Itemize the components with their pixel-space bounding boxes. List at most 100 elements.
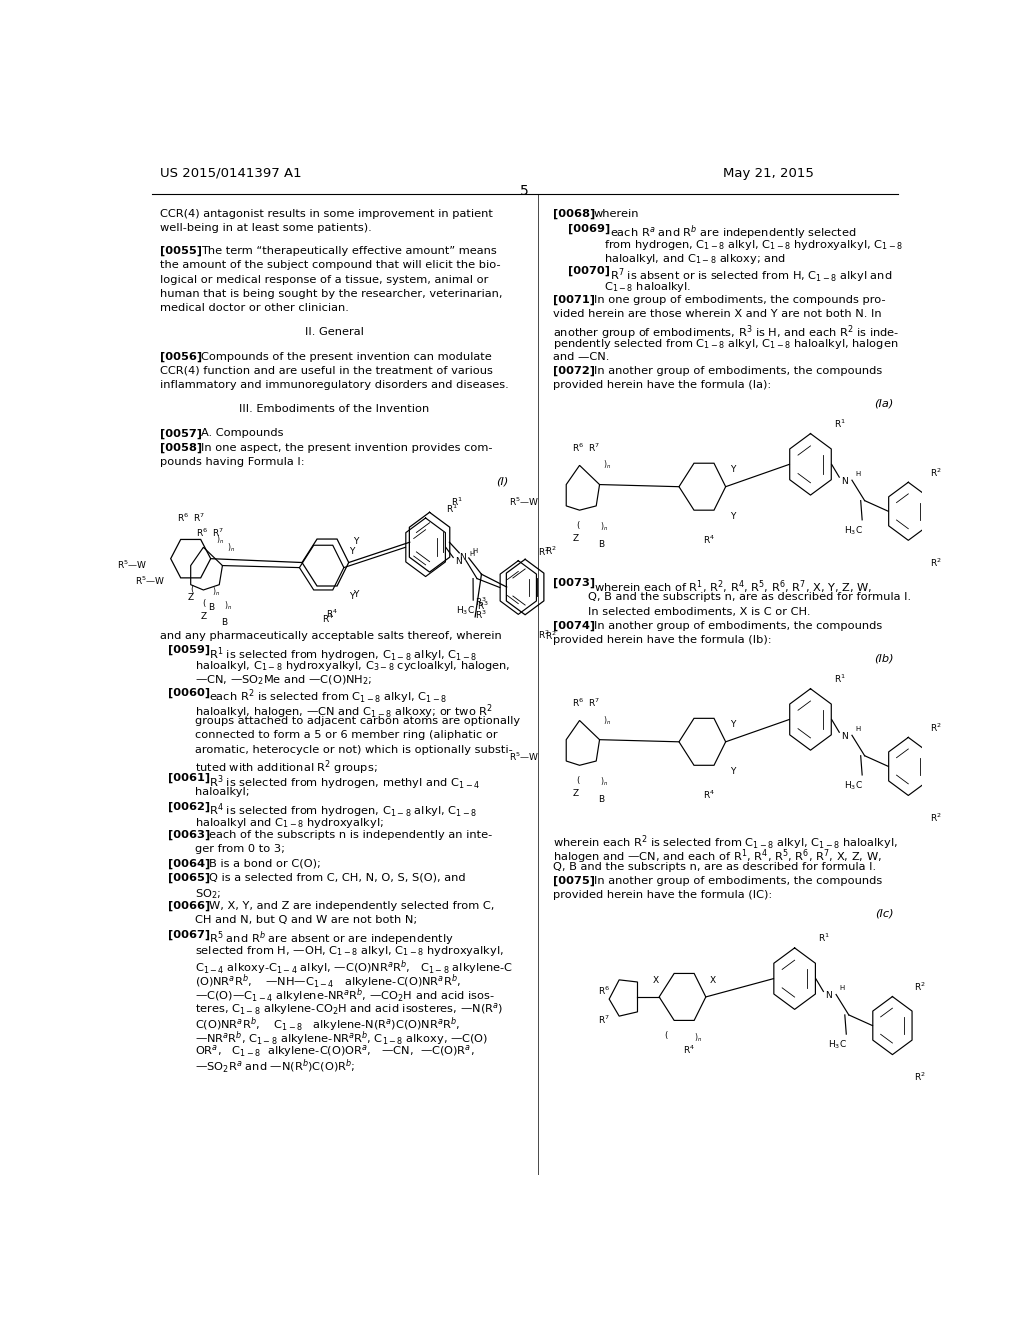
Text: B: B <box>598 795 604 804</box>
Text: B is a bond or C(O);: B is a bond or C(O); <box>209 858 321 869</box>
Text: [0074]: [0074] <box>553 620 595 631</box>
Text: Z: Z <box>572 533 579 543</box>
Text: R$^5$—W: R$^5$—W <box>509 495 540 508</box>
Text: and —CN.: and —CN. <box>553 351 609 362</box>
Text: [0075]: [0075] <box>553 876 595 886</box>
Text: and any pharmaceutically acceptable salts thereof, wherein: and any pharmaceutically acceptable salt… <box>160 631 502 640</box>
Text: Y: Y <box>348 591 354 601</box>
Text: In another group of embodiments, the compounds: In another group of embodiments, the com… <box>594 620 882 631</box>
Text: Compounds of the present invention can modulate: Compounds of the present invention can m… <box>201 351 492 362</box>
Text: R$^6$  R$^7$: R$^6$ R$^7$ <box>572 442 600 454</box>
Text: haloalkyl, and C$_{1-8}$ alkoxy; and: haloalkyl, and C$_{1-8}$ alkoxy; and <box>604 252 786 265</box>
Text: II. General: II. General <box>305 327 364 338</box>
Text: 5: 5 <box>520 183 529 198</box>
Text: R$^5$—W: R$^5$—W <box>509 750 540 763</box>
Text: R$^2$: R$^2$ <box>538 630 550 642</box>
Text: )$_n$: )$_n$ <box>600 521 607 533</box>
Text: Y: Y <box>353 590 358 599</box>
Text: R$^1$ is selected from hydrogen, C$_{1-8}$ alkyl, C$_{1-8}$: R$^1$ is selected from hydrogen, C$_{1-8… <box>209 645 477 664</box>
Text: aromatic, heterocycle or not) which is optionally substi-: aromatic, heterocycle or not) which is o… <box>196 744 513 755</box>
Text: R$^4$: R$^4$ <box>683 1044 695 1056</box>
Text: N: N <box>825 991 831 1001</box>
Text: R$^2$: R$^2$ <box>914 981 926 993</box>
Text: Y: Y <box>730 466 735 474</box>
Text: provided herein have the formula (Ib):: provided herein have the formula (Ib): <box>553 635 771 645</box>
Text: X: X <box>711 975 716 985</box>
Text: C$_{1-4}$ alkoxy-C$_{1-4}$ alkyl, —C(O)NR$^a$R$^b$,   C$_{1-8}$ alkylene-C: C$_{1-4}$ alkoxy-C$_{1-4}$ alkyl, —C(O)N… <box>196 958 514 977</box>
Text: R$^4$: R$^4$ <box>703 533 715 546</box>
Text: pendently selected from C$_{1-8}$ alkyl, C$_{1-8}$ haloalkyl, halogen: pendently selected from C$_{1-8}$ alkyl,… <box>553 338 898 351</box>
Text: In another group of embodiments, the compounds: In another group of embodiments, the com… <box>594 366 882 376</box>
Text: [0070]: [0070] <box>568 267 610 276</box>
Text: C$_{1-8}$ haloalkyl.: C$_{1-8}$ haloalkyl. <box>604 280 691 294</box>
Text: the amount of the subject compound that will elicit the bio-: the amount of the subject compound that … <box>160 260 501 271</box>
Text: provided herein have the formula (Ia):: provided herein have the formula (Ia): <box>553 380 771 389</box>
Text: OR$^a$,   C$_{1-8}$  alkylene-C(O)OR$^a$,   —CN,  —C(O)R$^a$,: OR$^a$, C$_{1-8}$ alkylene-C(O)OR$^a$, —… <box>196 1044 475 1060</box>
Text: halogen and —CN, and each of R$^1$, R$^4$, R$^5$, R$^6$, R$^7$, X, Z, W,: halogen and —CN, and each of R$^1$, R$^4… <box>553 847 882 866</box>
Text: R$^2$: R$^2$ <box>930 466 942 479</box>
Text: (: ( <box>577 776 580 785</box>
Text: R$^5$—W: R$^5$—W <box>117 558 147 572</box>
Text: )$_n$: )$_n$ <box>694 1031 702 1044</box>
Text: pounds having Formula I:: pounds having Formula I: <box>160 457 304 467</box>
Text: medical doctor or other clinician.: medical doctor or other clinician. <box>160 304 348 313</box>
Text: (Ic): (Ic) <box>876 908 894 919</box>
Text: [0062]: [0062] <box>168 801 210 812</box>
Text: provided herein have the formula (IC):: provided herein have the formula (IC): <box>553 890 772 900</box>
Text: Y: Y <box>348 548 354 556</box>
Text: )$_n$: )$_n$ <box>600 776 607 788</box>
Text: R$^6$  R$^7$: R$^6$ R$^7$ <box>176 512 205 524</box>
Text: (: ( <box>190 585 194 594</box>
Text: In selected embodiments, X is C or CH.: In selected embodiments, X is C or CH. <box>588 607 811 616</box>
Text: teres, C$_{1-8}$ alkylene-CO$_2$H and acid isosteres, —N(R$^a$): teres, C$_{1-8}$ alkylene-CO$_2$H and ac… <box>196 1001 504 1016</box>
Text: R$^2$: R$^2$ <box>545 630 557 642</box>
Text: vided herein are those wherein X and Y are not both N. In: vided herein are those wherein X and Y a… <box>553 309 882 319</box>
Text: )$_n$: )$_n$ <box>603 714 611 726</box>
Text: [0067]: [0067] <box>168 929 210 940</box>
Text: [0066]: [0066] <box>168 902 210 911</box>
Text: )$_n$: )$_n$ <box>603 459 611 471</box>
Text: R$^3$: R$^3$ <box>475 595 487 609</box>
Text: [0055]: [0055] <box>160 247 202 256</box>
Text: May 21, 2015: May 21, 2015 <box>723 166 814 180</box>
Text: H$_3$C: H$_3$C <box>844 779 863 792</box>
Text: In another group of embodiments, the compounds: In another group of embodiments, the com… <box>594 876 882 886</box>
Text: —CN, —SO$_2$Me and —C(O)NH$_2$;: —CN, —SO$_2$Me and —C(O)NH$_2$; <box>196 673 373 688</box>
Text: Z: Z <box>572 789 579 797</box>
Text: (: ( <box>202 599 205 609</box>
Text: [0063]: [0063] <box>168 830 210 841</box>
Text: Q, B and the subscripts n, are as described for formula I.: Q, B and the subscripts n, are as descri… <box>588 593 911 602</box>
Text: —SO$_2$R$^a$ and —N(R$^b$)C(O)R$^b$;: —SO$_2$R$^a$ and —N(R$^b$)C(O)R$^b$; <box>196 1057 355 1076</box>
Text: R$^7$: R$^7$ <box>598 1014 610 1027</box>
Text: (Ia): (Ia) <box>874 399 894 408</box>
Text: haloalkyl;: haloalkyl; <box>196 787 250 797</box>
Text: B: B <box>208 603 214 612</box>
Text: )$_n$: )$_n$ <box>212 585 220 598</box>
Text: (O)NR$^a$R$^b$,    —NH—C$_{1-4}$   alkylene-C(O)NR$^a$R$^b$,: (O)NR$^a$R$^b$, —NH—C$_{1-4}$ alkylene-C… <box>196 973 462 991</box>
Text: (I): (I) <box>497 477 509 486</box>
Text: )$_n$: )$_n$ <box>227 541 236 553</box>
Text: )$_n$: )$_n$ <box>224 599 232 611</box>
Text: H$_3$C: H$_3$C <box>456 605 475 616</box>
Text: Q, B and the subscripts n, are as described for formula I.: Q, B and the subscripts n, are as descri… <box>553 862 876 871</box>
Text: US 2015/0141397 A1: US 2015/0141397 A1 <box>160 166 301 180</box>
Text: )$_n$: )$_n$ <box>216 533 224 545</box>
Text: each R$^2$ is selected from C$_{1-8}$ alkyl, C$_{1-8}$: each R$^2$ is selected from C$_{1-8}$ al… <box>209 688 446 706</box>
Text: tuted with additional R$^2$ groups;: tuted with additional R$^2$ groups; <box>196 759 378 777</box>
Text: R$^3$: R$^3$ <box>475 609 487 620</box>
Text: R$^2$: R$^2$ <box>930 556 942 569</box>
Text: [0069]: [0069] <box>568 223 610 234</box>
Text: The term “therapeutically effective amount” means: The term “therapeutically effective amou… <box>201 247 497 256</box>
Text: Y: Y <box>730 767 735 776</box>
Text: CCR(4) function and are useful in the treatment of various: CCR(4) function and are useful in the tr… <box>160 366 493 376</box>
Text: (: ( <box>577 521 580 529</box>
Text: haloalkyl, C$_{1-8}$ hydroxyalkyl, C$_{3-8}$ cycloalkyl, halogen,: haloalkyl, C$_{1-8}$ hydroxyalkyl, C$_{3… <box>196 659 511 673</box>
Text: A. Compounds: A. Compounds <box>201 429 284 438</box>
Text: R$^4$: R$^4$ <box>326 607 338 620</box>
Text: Y: Y <box>730 721 735 730</box>
Text: human that is being sought by the researcher, veterinarian,: human that is being sought by the resear… <box>160 289 502 298</box>
Text: R$^1$: R$^1$ <box>452 495 463 508</box>
Text: R$^2$: R$^2$ <box>930 722 942 734</box>
Text: W, X, Y, and Z are independently selected from C,: W, X, Y, and Z are independently selecte… <box>209 902 495 911</box>
Text: N: N <box>841 733 848 742</box>
